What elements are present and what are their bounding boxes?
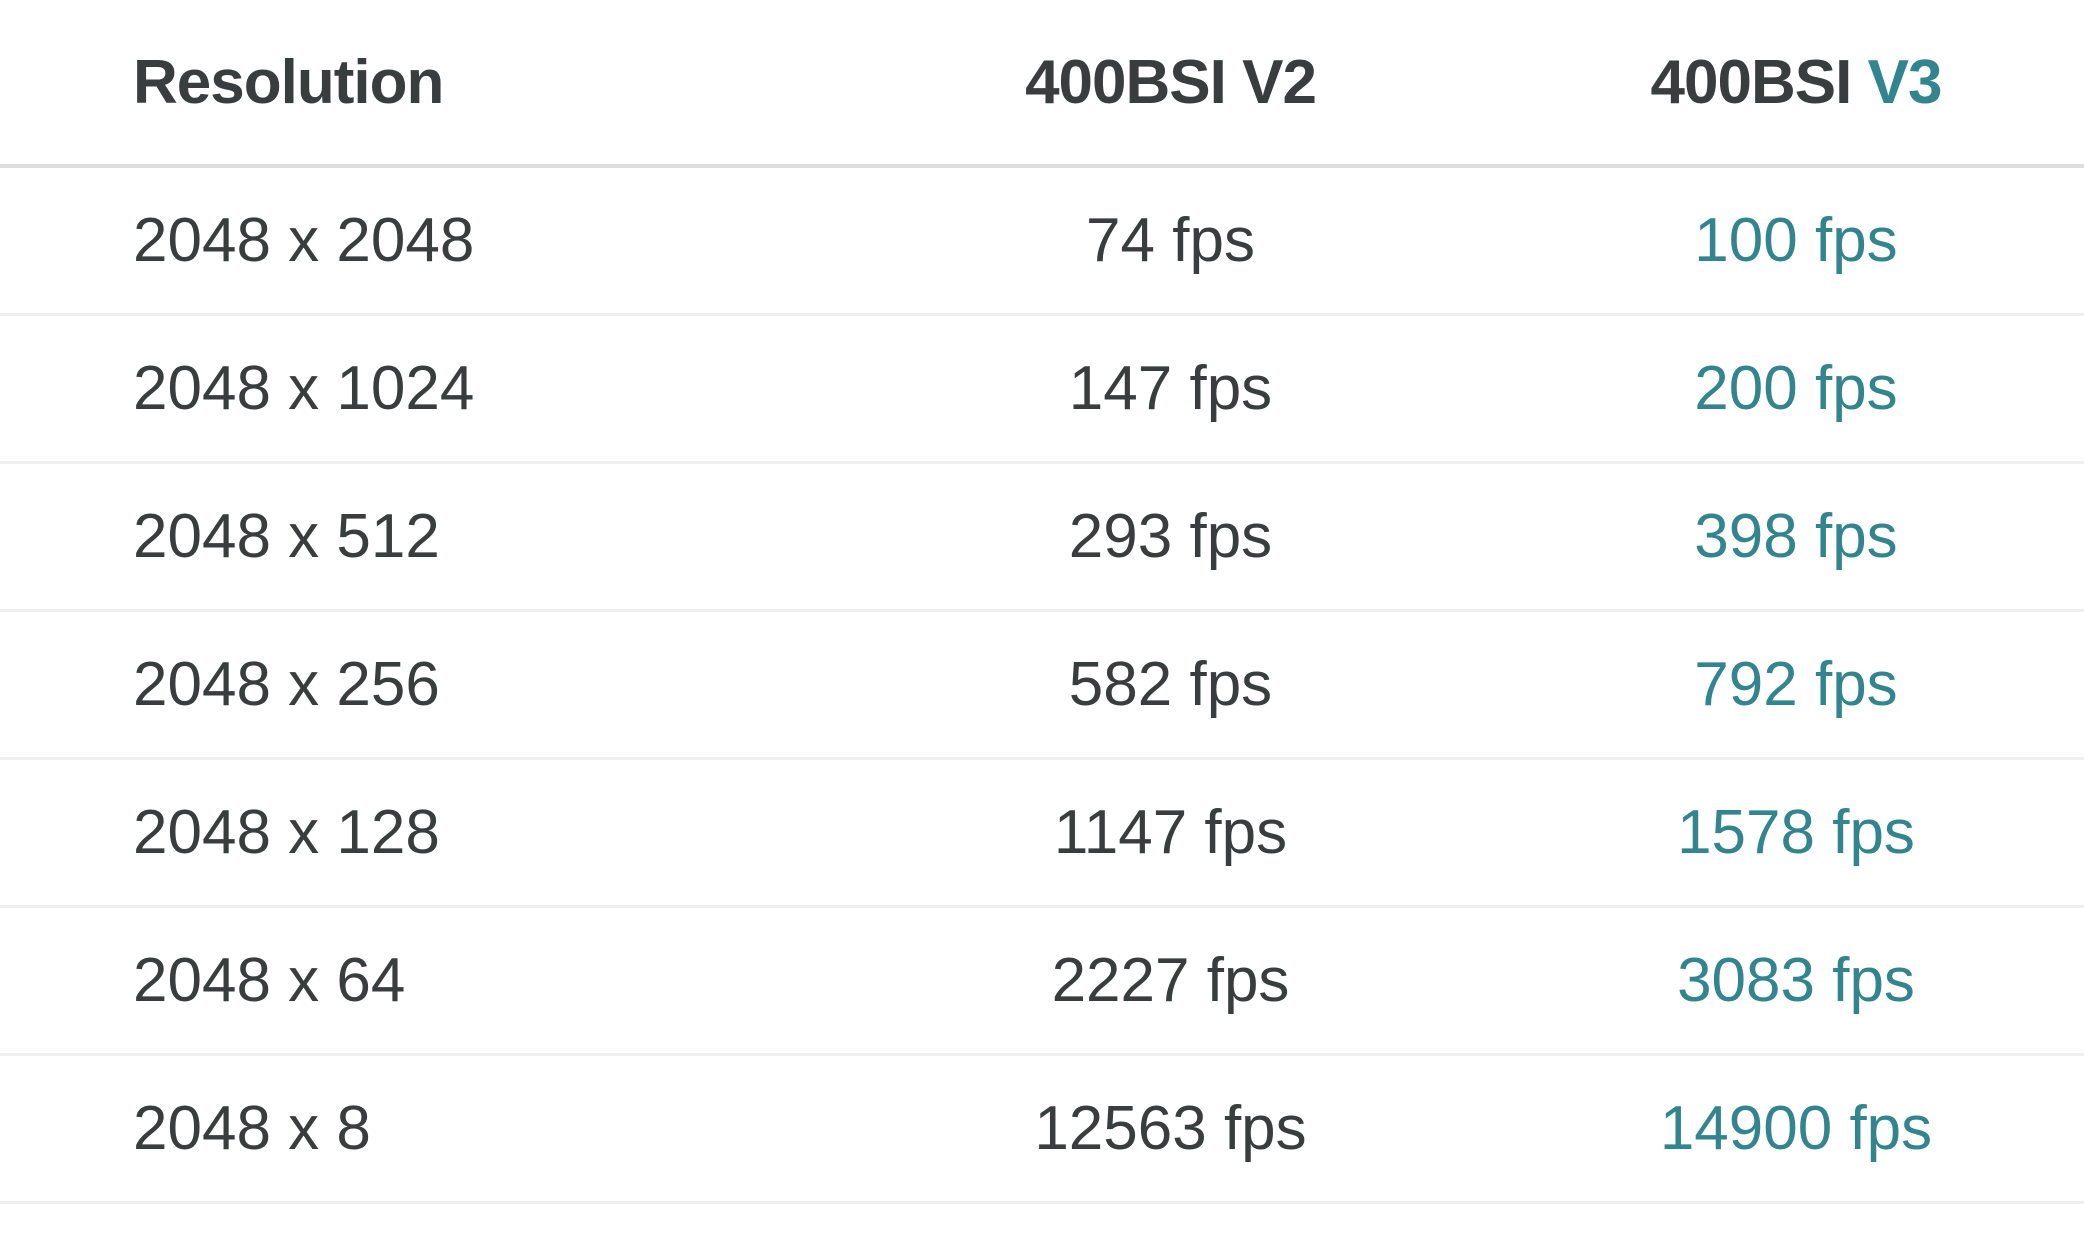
resolution-cell: 2048 x 1024 [133,353,475,423]
header-row: Resolution 400BSI V2 400BSI V3 [0,0,2084,166]
table-row: 2048 x 512 293 fps 398 fps [0,462,2084,610]
v2-fps-cell: 12563 fps [1034,1093,1307,1163]
table-row: 2048 x 128 1147 fps 1578 fps [0,758,2084,906]
v3-fps-cell: 14900 fps [1659,1093,1933,1163]
resolution-cell: 2048 x 256 [133,649,440,719]
header-resolution: Resolution [133,47,444,117]
header-v3-suffix: V3 [1867,47,1943,117]
header-v3-prefix: 400BSI [1650,47,1853,117]
v3-fps-cell: 3083 fps [1677,945,1915,1015]
header-v3: 400BSI V3 [1508,0,2084,166]
table-row: 2048 x 256 582 fps 792 fps [0,610,2084,758]
v2-fps-cell: 293 fps [1068,501,1273,571]
v3-fps-cell: 398 fps [1694,501,1898,571]
header-v2: 400BSI V2 [1025,47,1317,117]
table-row: 2048 x 8 12563 fps 14900 fps [0,1054,2084,1202]
v2-fps-cell: 2227 fps [1051,945,1290,1015]
v2-fps-cell: 147 fps [1068,353,1273,423]
resolution-cell: 2048 x 64 [133,945,406,1015]
table-row: 2048 x 64 2227 fps 3083 fps [0,906,2084,1054]
v2-fps-cell: 74 fps [1086,205,1255,275]
resolution-cell: 2048 x 8 [133,1093,371,1163]
resolution-cell: 2048 x 128 [133,797,440,867]
table-row: 2048 x 1024 147 fps 200 fps [0,314,2084,462]
fps-comparison-table: Resolution 400BSI V2 400BSI V3 2048 x 20… [0,0,2084,1202]
v3-fps-cell: 200 fps [1694,353,1898,423]
v2-fps-cell: 582 fps [1068,649,1273,719]
table-row: 2048 x 2048 74 fps 100 fps [0,166,2084,314]
resolution-cell: 2048 x 2048 [133,205,475,275]
v3-fps-cell: 100 fps [1694,205,1898,275]
resolution-cell: 2048 x 512 [133,501,440,571]
v3-fps-cell: 1578 fps [1677,797,1915,867]
v3-fps-cell: 792 fps [1694,649,1898,719]
v2-fps-cell: 1147 fps [1053,797,1288,867]
